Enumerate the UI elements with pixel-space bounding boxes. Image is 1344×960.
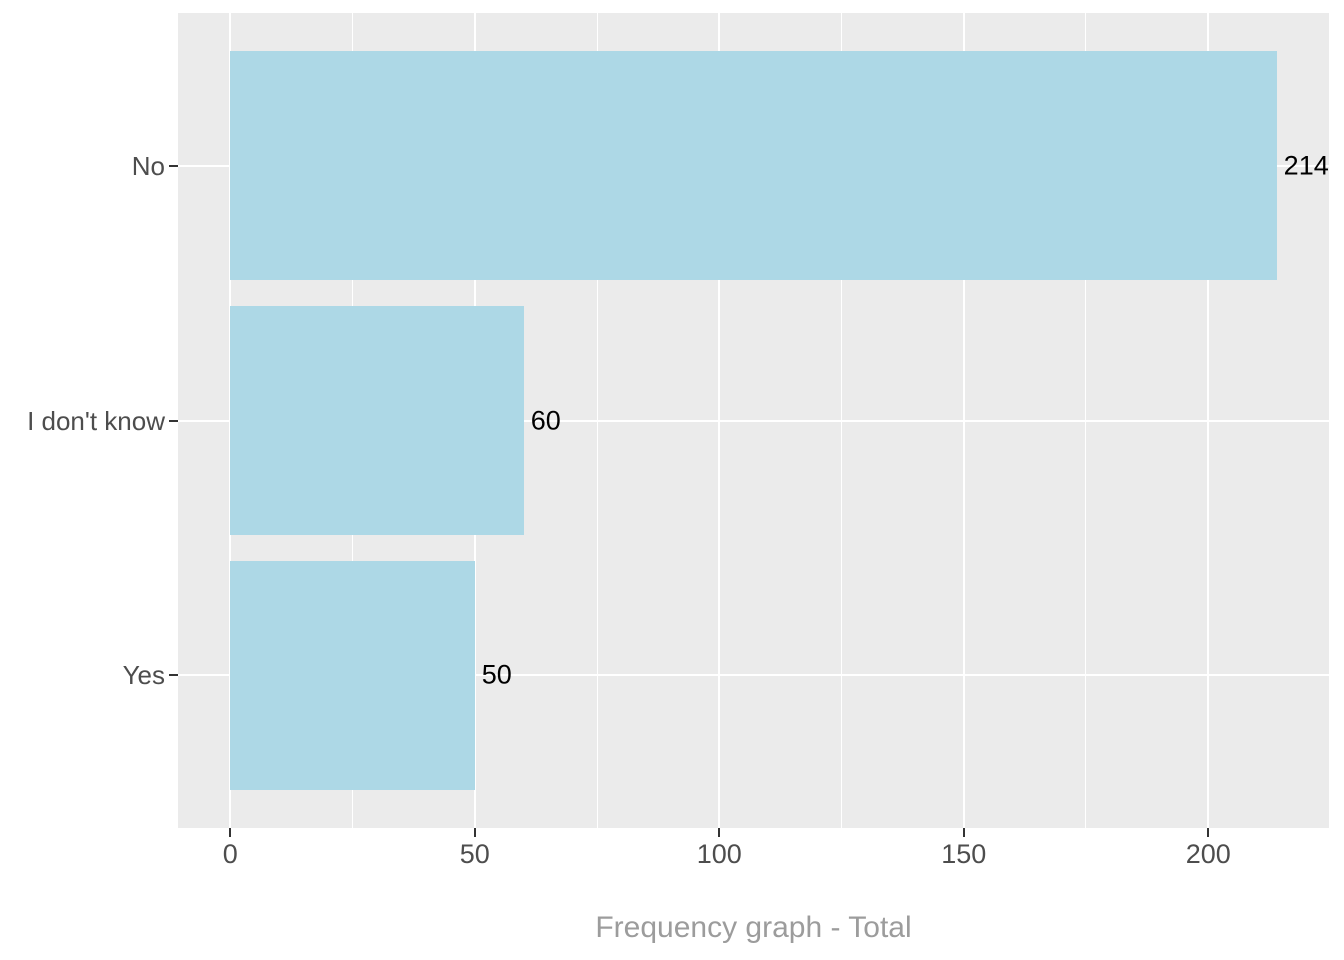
x-axis-tick <box>229 828 232 837</box>
x-axis-tick <box>473 828 476 837</box>
y-axis-label-i-don-t-know: I don't know <box>27 405 165 436</box>
y-axis-label-yes: Yes <box>122 660 165 691</box>
plot-panel: 214 60 50 <box>178 13 1329 828</box>
y-axis-tick <box>169 419 178 422</box>
x-axis-tick <box>1207 828 1210 837</box>
major-gridline-y-2 <box>178 674 1329 677</box>
x-axis-label-50: 50 <box>459 839 490 869</box>
x-axis-label-100: 100 <box>696 839 742 869</box>
y-axis-tick <box>169 164 178 167</box>
bar-yes <box>230 560 475 790</box>
x-axis-tick <box>962 828 965 837</box>
bar-value-label: 60 <box>530 405 561 435</box>
y-axis-label-no: No <box>131 150 165 181</box>
bar-value-label: 50 <box>481 659 512 690</box>
major-gridline-y-1 <box>178 419 1329 422</box>
x-axis-label-0: 0 <box>222 839 238 869</box>
bar-i-don-t-know <box>230 305 524 536</box>
bar-value-label: 214 <box>1283 150 1329 181</box>
x-axis-tick <box>718 828 721 837</box>
y-axis-tick <box>169 674 178 677</box>
x-axis-label-200: 200 <box>1185 839 1231 869</box>
bar-no <box>230 51 1277 281</box>
chart-title: Frequency graph - Total <box>595 911 912 944</box>
x-axis-label-150: 150 <box>941 839 987 869</box>
